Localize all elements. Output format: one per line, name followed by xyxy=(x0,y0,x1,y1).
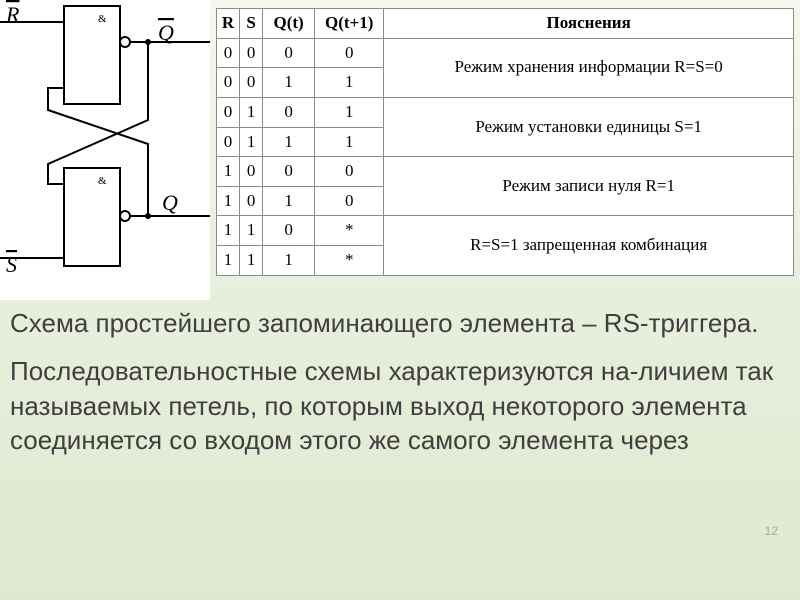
port-s-bar: S xyxy=(6,252,17,277)
table-cell: 1 xyxy=(240,246,263,276)
table-row: 110*R=S=1 запрещенная комбинация xyxy=(217,216,794,246)
col-qt: Q(t) xyxy=(263,9,315,39)
truth-table-body: 0000Режим хранения информации R=S=000110… xyxy=(217,38,794,275)
table-cell: 1 xyxy=(263,246,315,276)
truth-table: R S Q(t) Q(t+1) Пояснения 0000Режим хран… xyxy=(216,8,794,276)
table-cell: 0 xyxy=(315,38,384,68)
table-cell: 0 xyxy=(263,97,315,127)
table-cell: 0 xyxy=(217,68,240,98)
table-cell: 0 xyxy=(240,38,263,68)
table-explanation: R=S=1 запрещенная комбинация xyxy=(384,216,794,275)
table-cell: 1 xyxy=(217,216,240,246)
gate-top xyxy=(64,6,120,104)
table-cell: 0 xyxy=(240,186,263,216)
port-q-bar: Q xyxy=(158,20,174,45)
table-header-row: R S Q(t) Q(t+1) Пояснения xyxy=(217,9,794,39)
table-cell: 1 xyxy=(217,186,240,216)
gate-bottom-inverter xyxy=(120,211,130,221)
table-cell: 0 xyxy=(240,157,263,187)
table-cell: 1 xyxy=(315,68,384,98)
caption-text: Схема простейшего запоминающего элемента… xyxy=(10,306,788,340)
table-cell: 0 xyxy=(263,157,315,187)
table-cell: 1 xyxy=(240,127,263,157)
gate-bottom xyxy=(64,168,120,266)
junction xyxy=(145,39,151,45)
junction xyxy=(145,213,151,219)
col-qt1: Q(t+1) xyxy=(315,9,384,39)
table-explanation: Режим записи нуля R=1 xyxy=(384,157,794,216)
table-cell: 1 xyxy=(217,246,240,276)
table-cell: 0 xyxy=(217,127,240,157)
paragraph-text: Последовательностные схемы характеризуют… xyxy=(10,354,788,457)
table-cell: * xyxy=(315,246,384,276)
table-cell: 1 xyxy=(263,186,315,216)
table-cell: 1 xyxy=(263,68,315,98)
table-cell: 1 xyxy=(217,157,240,187)
col-notes: Пояснения xyxy=(384,9,794,39)
rs-latch-diagram: & & R Q Q S xyxy=(0,0,210,300)
gate-top-symbol: & xyxy=(98,13,107,25)
table-cell: 1 xyxy=(240,216,263,246)
table-cell: 1 xyxy=(240,97,263,127)
col-s: S xyxy=(240,9,263,39)
table-cell: 0 xyxy=(263,216,315,246)
table-explanation: Режим установки единицы S=1 xyxy=(384,97,794,156)
table-row: 0000Режим хранения информации R=S=0 xyxy=(217,38,794,68)
gate-bottom-symbol: & xyxy=(98,175,107,187)
port-q: Q xyxy=(162,190,178,215)
table-cell: 1 xyxy=(315,97,384,127)
gate-top-inverter xyxy=(120,37,130,47)
table-cell: 1 xyxy=(263,127,315,157)
table-cell: 0 xyxy=(217,97,240,127)
table-cell: 1 xyxy=(315,127,384,157)
table-row: 0101Режим установки единицы S=1 xyxy=(217,97,794,127)
table-explanation: Режим хранения информации R=S=0 xyxy=(384,38,794,97)
page-number: 12 xyxy=(765,524,778,538)
table-cell: 0 xyxy=(263,38,315,68)
table-cell: 0 xyxy=(315,157,384,187)
table-cell: * xyxy=(315,216,384,246)
table-cell: 0 xyxy=(217,38,240,68)
port-r-bar: R xyxy=(5,2,20,27)
col-r: R xyxy=(217,9,240,39)
table-row: 1000Режим записи нуля R=1 xyxy=(217,157,794,187)
table-cell: 0 xyxy=(240,68,263,98)
table-cell: 0 xyxy=(315,186,384,216)
